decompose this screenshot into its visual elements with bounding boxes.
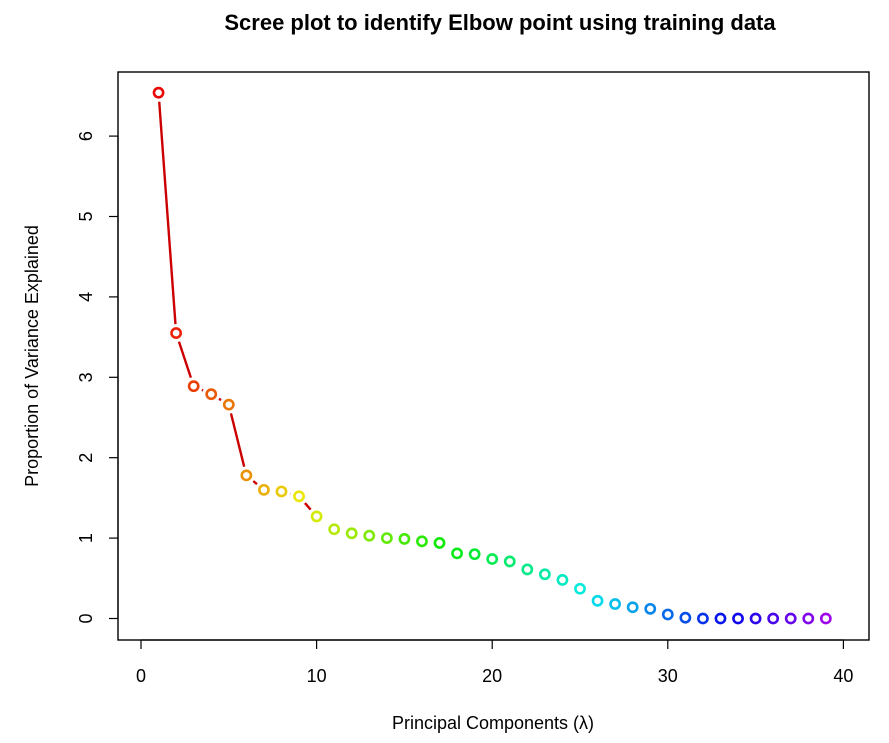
data-point: [644, 602, 657, 615]
data-point: [240, 469, 253, 482]
data-point: [503, 555, 516, 568]
y-tick-label: 2: [76, 453, 96, 463]
connecting-line-segment: [218, 397, 222, 402]
y-axis: 0 1 2 3 4 5 6: [76, 131, 119, 624]
data-point: [328, 523, 341, 536]
y-tick-label: 4: [76, 292, 96, 302]
x-tick-label: 40: [833, 666, 853, 686]
data-point: [468, 548, 481, 561]
data-point: [380, 532, 393, 544]
y-tick-label: 3: [76, 372, 96, 382]
data-point: [556, 574, 569, 586]
data-point: [574, 582, 586, 595]
y-tick-label: 1: [76, 533, 96, 543]
chart-title: Scree plot to identify Elbow point using…: [224, 10, 776, 35]
data-point: [222, 398, 235, 411]
data-point: [609, 598, 622, 610]
x-axis-label: Principal Components (λ): [392, 713, 594, 733]
data-point: [819, 612, 832, 625]
data-point: [451, 547, 463, 560]
data-point: [345, 527, 358, 540]
data-point: [661, 608, 674, 621]
data-point: [521, 563, 534, 576]
data-point: [416, 535, 428, 548]
data-point: [363, 529, 376, 542]
connecting-line: [158, 101, 312, 511]
x-tick-label: 0: [136, 666, 146, 686]
data-point: [714, 612, 727, 625]
data-point: [152, 86, 165, 99]
y-tick-label: 6: [76, 131, 96, 141]
connecting-line-segment: [229, 413, 246, 467]
connecting-line-segment: [304, 502, 312, 511]
data-point: [258, 483, 270, 496]
y-tick-label: 0: [76, 613, 96, 623]
data-point: [802, 612, 815, 625]
data-point: [187, 380, 200, 393]
data-point: [679, 611, 692, 624]
data-point: [170, 327, 183, 339]
data-point: [749, 612, 762, 625]
data-point: [293, 490, 305, 503]
data-point: [732, 612, 744, 625]
data-point: [433, 537, 446, 549]
connecting-line-segment: [158, 101, 177, 325]
data-point: [767, 612, 780, 625]
data-points: [152, 86, 832, 625]
data-point: [626, 601, 639, 614]
data-point: [205, 388, 218, 401]
data-point: [275, 485, 288, 498]
y-tick-label: 5: [76, 211, 96, 221]
x-tick-label: 20: [482, 666, 502, 686]
connecting-line-segment: [252, 480, 258, 486]
y-axis-label: Proportion of Variance Explained: [22, 225, 42, 487]
x-tick-label: 10: [307, 666, 327, 686]
data-point: [591, 594, 604, 607]
connecting-line-segment: [177, 341, 192, 378]
data-point: [486, 553, 499, 565]
connecting-line-segment: [201, 388, 204, 392]
data-point: [538, 568, 551, 581]
data-point: [398, 533, 411, 545]
x-axis: 0 10 20 30 40: [136, 639, 853, 686]
data-point: [697, 612, 709, 625]
data-point: [784, 612, 797, 625]
data-point: [310, 510, 323, 523]
x-tick-label: 30: [658, 666, 678, 686]
